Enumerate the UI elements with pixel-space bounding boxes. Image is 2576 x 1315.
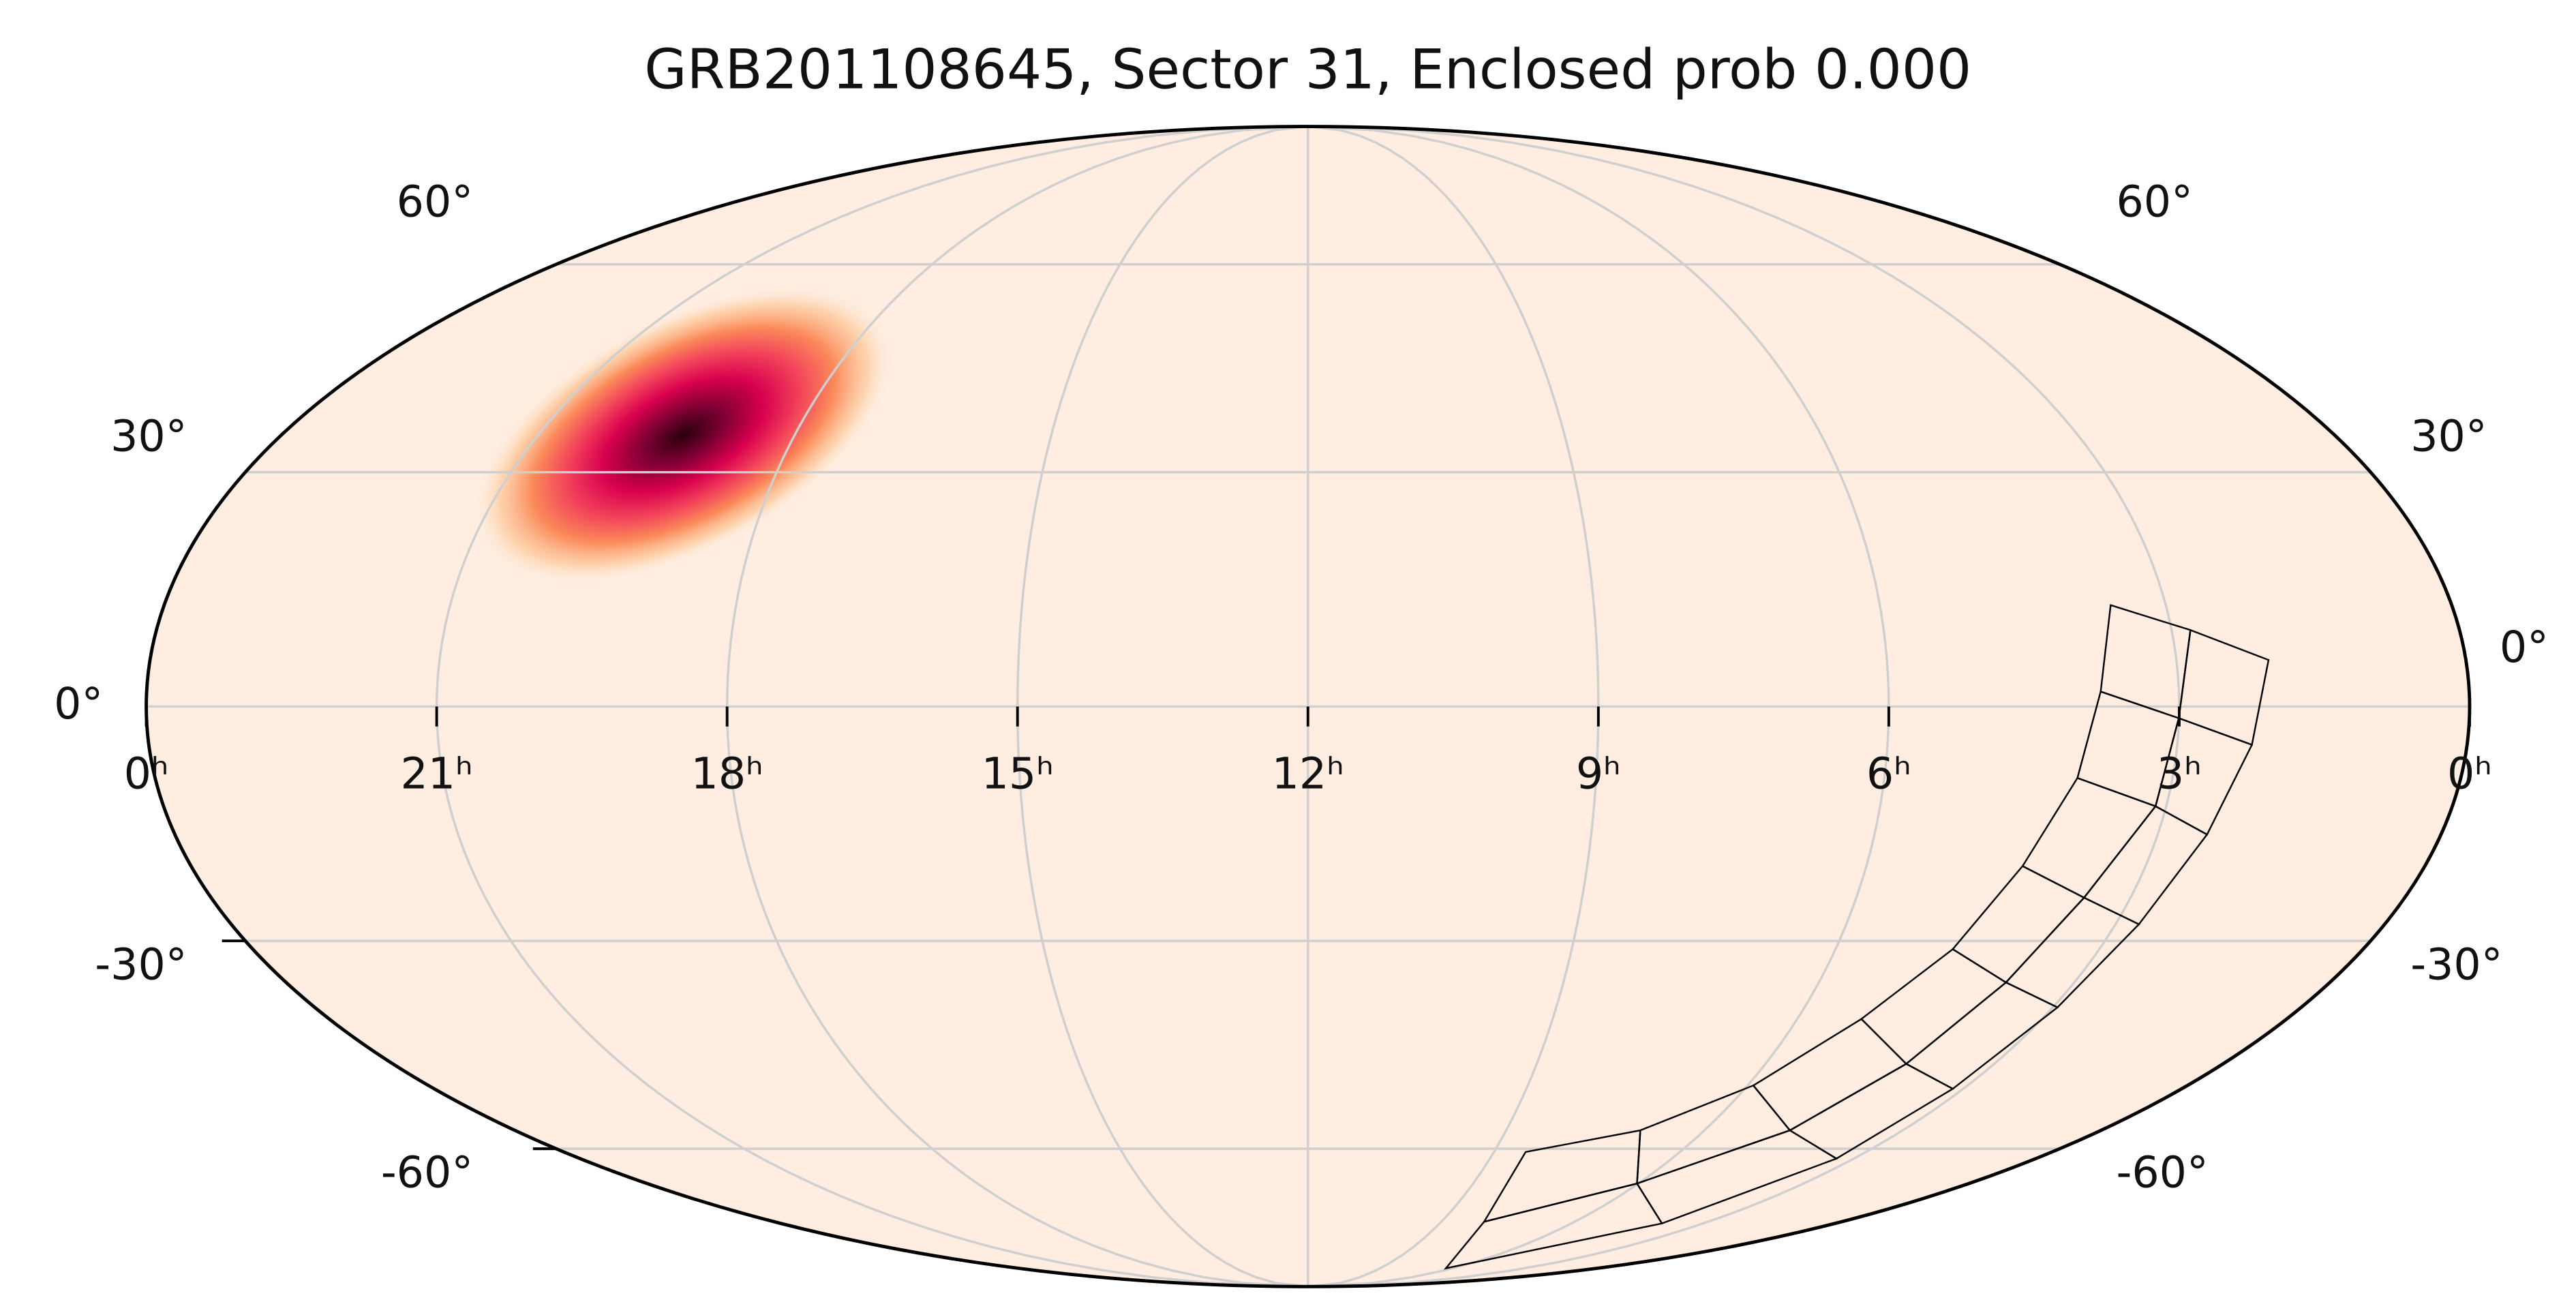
probability-layer xyxy=(473,286,894,584)
x-tick-label: 21ʰ xyxy=(400,748,472,798)
x-tick-label: 3ʰ xyxy=(2157,748,2202,798)
y-tick-label: 30° xyxy=(110,410,187,461)
x-tick-label: 0ʰ xyxy=(2447,748,2492,798)
sector-footprint xyxy=(1443,604,2270,1270)
x-tick-label: 6ʰ xyxy=(1866,748,1911,798)
y-tick-label: -60° xyxy=(381,1147,473,1198)
ccd-outline xyxy=(1443,1182,1664,1270)
x-tick-label: 12ʰ xyxy=(1272,748,1344,798)
y-tick-label: 60° xyxy=(2116,177,2192,227)
y-tick-label: -60° xyxy=(2116,1147,2208,1198)
chart-title: GRB201108645, Sector 31, Enclosed prob 0… xyxy=(644,37,1971,101)
sky-border xyxy=(145,125,2472,1288)
y-tick-label: -30° xyxy=(95,939,187,990)
y-tick-label: 30° xyxy=(2410,410,2487,461)
x-tick-label: 9ʰ xyxy=(1576,748,1621,798)
x-tick-label: 15ʰ xyxy=(982,748,1054,798)
x-tick-label: 18ʰ xyxy=(691,748,763,798)
y-tick-label: 0° xyxy=(2500,622,2549,672)
y-tick-label: -30° xyxy=(2410,939,2502,990)
x-tick-label: 0ʰ xyxy=(124,748,169,798)
probability-peak xyxy=(473,286,894,584)
y-tick-label: 0° xyxy=(54,678,103,729)
y-tick-label: 60° xyxy=(397,177,473,227)
